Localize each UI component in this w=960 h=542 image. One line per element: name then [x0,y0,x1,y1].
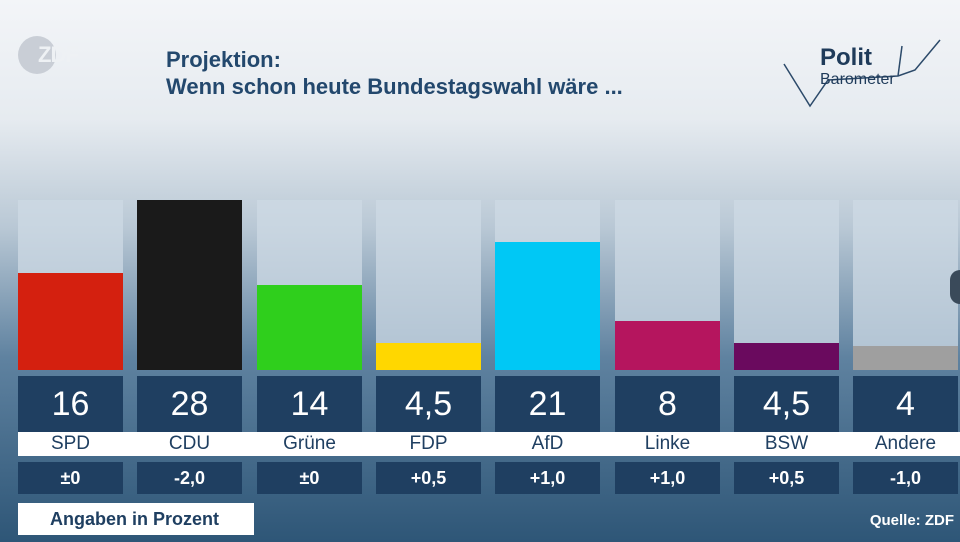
zdf-logo-text: ZDF [38,42,79,67]
bar-background-bsw [734,200,839,370]
bar-fdp [376,343,481,370]
chart-title-line1: Projektion: [166,47,281,72]
zdf-logo: ZDF [18,36,86,76]
change-label-bsw: +0,5 [734,462,839,494]
category-label-afd: AfD [531,433,564,454]
change-label-spd: ±0 [18,462,123,494]
bar-afd [495,242,600,370]
change-label-fdp: +0,5 [376,462,481,494]
category-label-bsw: BSW [764,433,809,454]
bar-cdu [137,200,242,370]
change-label-cdu: -2,0 [137,462,242,494]
politbarometer-logo: Polit Barometer [780,36,945,108]
bar-andere [853,346,958,370]
category-label-grne: Grüne [283,433,336,454]
chart-header: Projektion: Wenn schon heute Bundestagsw… [166,46,623,100]
value-label-afd: 21 [495,376,600,432]
value-label-fdp: 4,5 [376,376,481,432]
bar-grne [257,285,362,370]
politbarometer-check-icon [783,39,941,108]
unit-note: Angaben in Prozent [18,503,254,535]
brand-barometer: Barometer [820,71,895,88]
bar-linke [615,321,720,370]
change-label-linke: +1,0 [615,462,720,494]
source-label: Quelle: ZDF [869,512,954,529]
category-label-andere: Andere [874,433,937,454]
zdf-logo-circle-icon [18,36,56,74]
party-name-strip [18,432,960,456]
change-label-grne: ±0 [257,462,362,494]
value-label-grne: 14 [257,376,362,432]
brand-polit: Polit [820,44,872,71]
bar-bsw [734,343,839,370]
value-label-linke: 8 [615,376,720,432]
bar-spd [18,273,123,370]
bar-background-andere [853,200,958,370]
category-label-cdu: CDU [168,433,211,454]
category-label-fdp: FDP [409,433,448,454]
bar-background-fdp [376,200,481,370]
value-label-andere: 4 [853,376,958,432]
edge-handle-icon [950,270,960,304]
value-label-spd: 16 [18,376,123,432]
category-label-spd: SPD [50,433,91,454]
category-label-linke: Linke [644,433,691,454]
chart-title-line2: Wenn schon heute Bundestagswahl wäre ... [166,74,623,99]
value-label-cdu: 28 [137,376,242,432]
value-label-bsw: 4,5 [734,376,839,432]
change-label-afd: +1,0 [495,462,600,494]
change-label-andere: -1,0 [853,462,958,494]
